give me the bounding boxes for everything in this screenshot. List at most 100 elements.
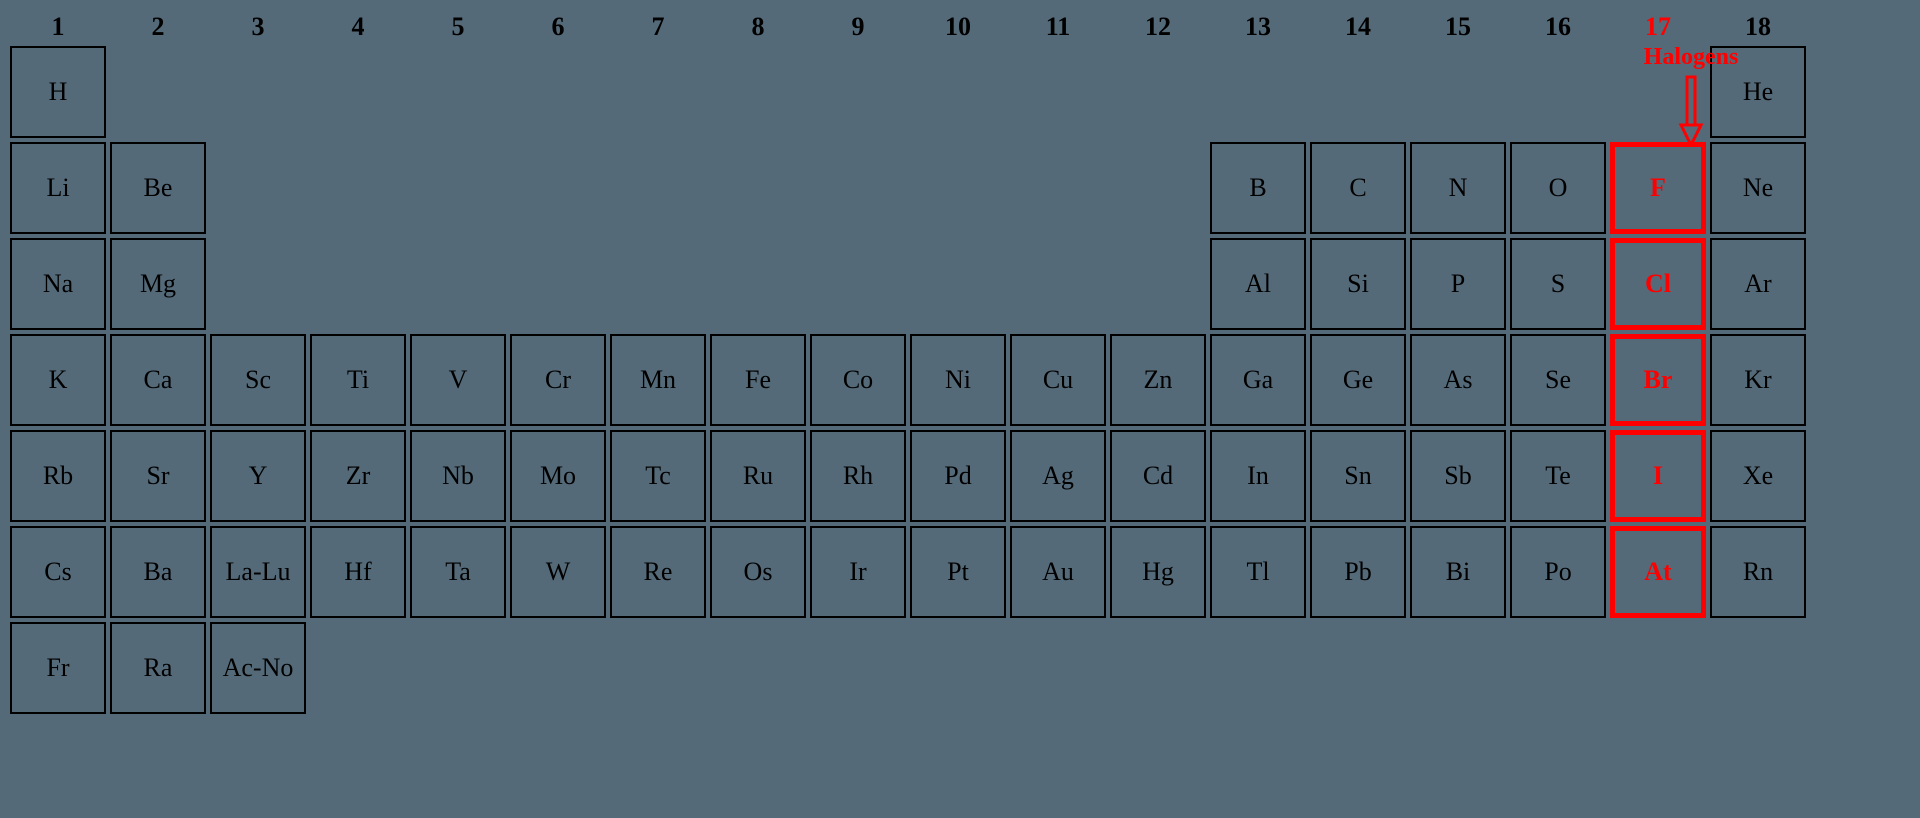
empty-cell	[110, 46, 206, 138]
group-header: 7	[608, 10, 708, 44]
period-row: H He	[8, 44, 1912, 140]
element-cell: Co	[810, 334, 906, 426]
element-cell: Mo	[510, 430, 606, 522]
group-header: 8	[708, 10, 808, 44]
empty-cell	[410, 46, 506, 138]
element-cell: Al	[1210, 238, 1306, 330]
empty-cell	[910, 46, 1006, 138]
halogens-callout: Halogens	[1636, 44, 1746, 147]
empty-cell	[510, 46, 606, 138]
empty-cell	[610, 238, 706, 330]
element-cell: Ag	[1010, 430, 1106, 522]
empty-cell	[1310, 622, 1406, 714]
period-row: Cs Ba La-Lu Hf Ta W Re Os Ir Pt Au Hg Tl…	[8, 524, 1912, 620]
element-cell: In	[1210, 430, 1306, 522]
arrow-down-icon	[1677, 75, 1705, 147]
empty-cell	[910, 238, 1006, 330]
empty-cell	[1610, 622, 1706, 714]
element-cell: Tc	[610, 430, 706, 522]
element-cell: Ir	[810, 526, 906, 618]
empty-cell	[810, 238, 906, 330]
group-header: 4	[308, 10, 408, 44]
element-cell: K	[10, 334, 106, 426]
empty-cell	[1410, 46, 1506, 138]
group-header: 9	[808, 10, 908, 44]
element-cell: Ru	[710, 430, 806, 522]
empty-cell	[1210, 622, 1306, 714]
element-cell: Fr	[10, 622, 106, 714]
element-cell: Pt	[910, 526, 1006, 618]
element-cell: Cu	[1010, 334, 1106, 426]
empty-cell	[1510, 46, 1606, 138]
element-cell: Zn	[1110, 334, 1206, 426]
halogen-cell: Cl	[1610, 238, 1706, 330]
element-cell: Kr	[1710, 334, 1806, 426]
element-cell: Bi	[1410, 526, 1506, 618]
group-header: 18	[1708, 10, 1808, 44]
element-cell: Os	[710, 526, 806, 618]
element-cell: Po	[1510, 526, 1606, 618]
element-cell: Xe	[1710, 430, 1806, 522]
element-cell: Pb	[1310, 526, 1406, 618]
empty-cell	[1510, 622, 1606, 714]
empty-cell	[610, 622, 706, 714]
element-cell: Rn	[1710, 526, 1806, 618]
group-header: 6	[508, 10, 608, 44]
periodic-table: Halogens 1 2 3 4 5 6 7 8 9 10 11 12 13 1…	[0, 0, 1920, 818]
element-cell: Ta	[410, 526, 506, 618]
element-cell: Sr	[110, 430, 206, 522]
period-row: K Ca Sc Ti V Cr Mn Fe Co Ni Cu Zn Ga Ge …	[8, 332, 1912, 428]
empty-cell	[610, 142, 706, 234]
element-cell: Ba	[110, 526, 206, 618]
element-cell: Fe	[710, 334, 806, 426]
element-cell: Te	[1510, 430, 1606, 522]
empty-cell	[310, 142, 406, 234]
empty-cell	[610, 46, 706, 138]
element-cell: C	[1310, 142, 1406, 234]
empty-cell	[710, 622, 806, 714]
period-row: Li Be B C N O F Ne	[8, 140, 1912, 236]
empty-cell	[810, 46, 906, 138]
element-cell: Rb	[10, 430, 106, 522]
empty-cell	[210, 142, 306, 234]
empty-cell	[310, 622, 406, 714]
group-header: 3	[208, 10, 308, 44]
group-header: 5	[408, 10, 508, 44]
element-cell: W	[510, 526, 606, 618]
group-header: 15	[1408, 10, 1508, 44]
element-cell: Hf	[310, 526, 406, 618]
element-cell: Na	[10, 238, 106, 330]
element-cell: Mg	[110, 238, 206, 330]
empty-cell	[510, 622, 606, 714]
period-row: Na Mg Al Si P S Cl Ar	[8, 236, 1912, 332]
element-cell: Ar	[1710, 238, 1806, 330]
group-header: 2	[108, 10, 208, 44]
empty-cell	[1010, 622, 1106, 714]
element-cell: B	[1210, 142, 1306, 234]
empty-cell	[710, 142, 806, 234]
group-header: 1	[8, 10, 108, 44]
element-cell: Y	[210, 430, 306, 522]
group-header-halogens: 17	[1608, 10, 1708, 44]
empty-cell	[910, 142, 1006, 234]
element-cell: Cs	[10, 526, 106, 618]
element-cell: Be	[110, 142, 206, 234]
element-cell: Ge	[1310, 334, 1406, 426]
empty-cell	[1110, 46, 1206, 138]
empty-cell	[810, 142, 906, 234]
group-header: 10	[908, 10, 1008, 44]
element-cell: H	[10, 46, 106, 138]
element-cell: Ti	[310, 334, 406, 426]
element-cell: Sb	[1410, 430, 1506, 522]
element-cell: V	[410, 334, 506, 426]
empty-cell	[1010, 238, 1106, 330]
element-cell: Au	[1010, 526, 1106, 618]
period-row: Rb Sr Y Zr Nb Mo Tc Ru Rh Pd Ag Cd In Sn…	[8, 428, 1912, 524]
element-cell: Nb	[410, 430, 506, 522]
element-cell: Zr	[310, 430, 406, 522]
empty-cell	[1110, 238, 1206, 330]
empty-cell	[1110, 622, 1206, 714]
halogen-cell: F	[1610, 142, 1706, 234]
element-cell: Se	[1510, 334, 1606, 426]
element-cell: Sn	[1310, 430, 1406, 522]
